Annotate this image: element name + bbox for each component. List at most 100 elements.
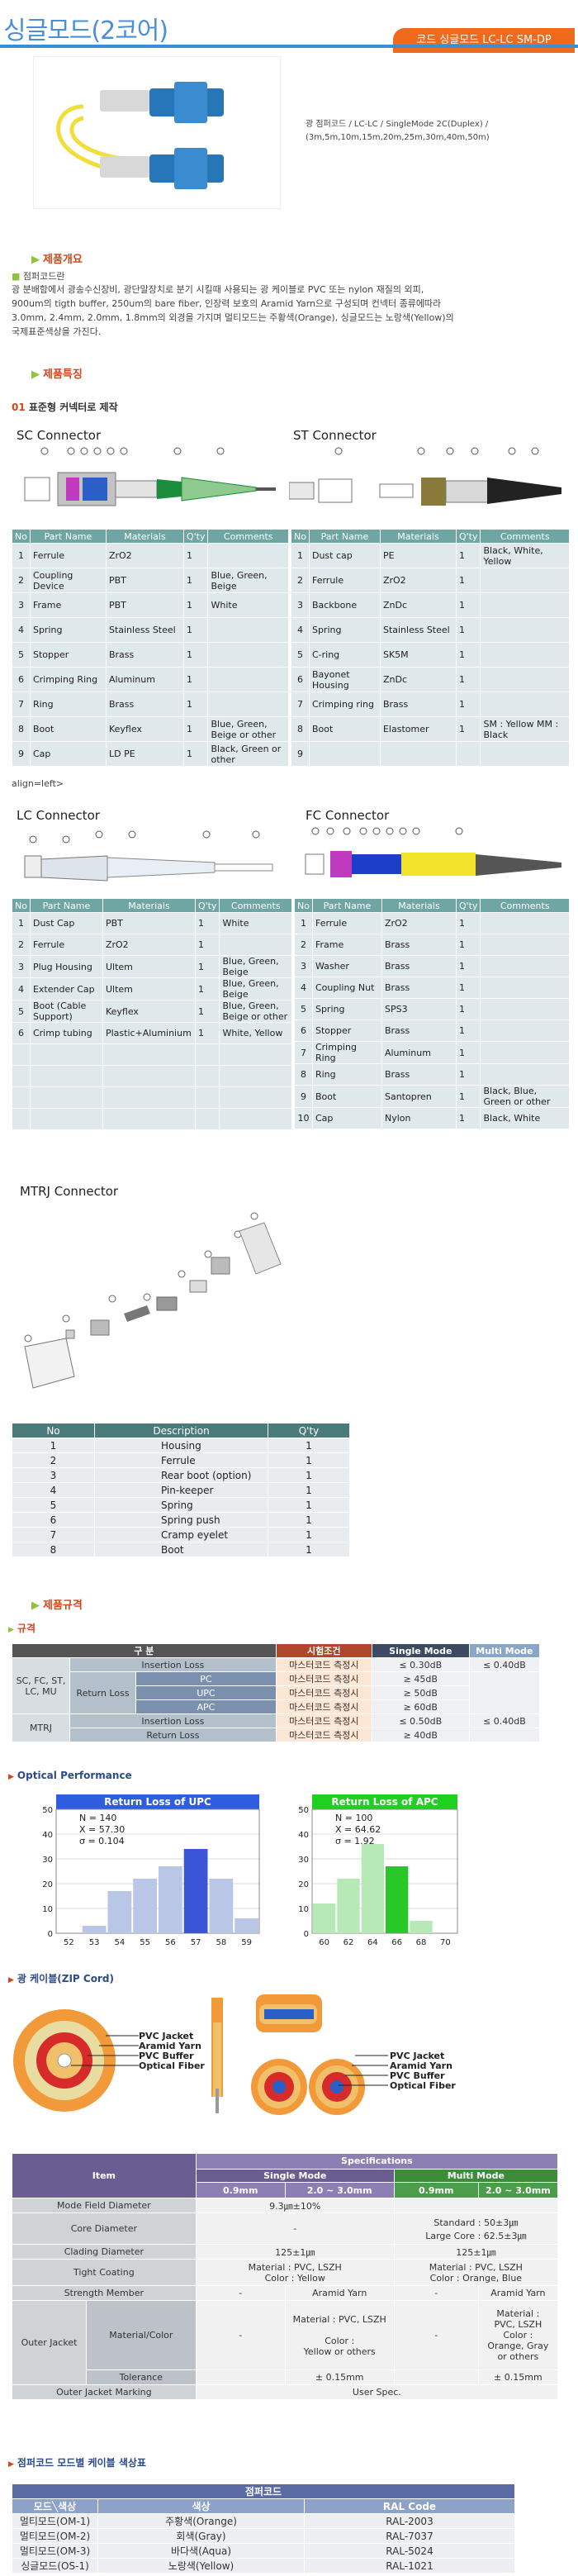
fc-cell: Boot bbox=[311, 1085, 382, 1108]
st-cell: Stainless Steel bbox=[379, 617, 457, 643]
sc-col-no: No bbox=[12, 529, 31, 544]
apc-chart: Return Loss of APC 0 10 20 30 40 50 60 62 64 66 68 7… bbox=[289, 1794, 462, 1948]
color-table-title: 점퍼코드 bbox=[12, 2483, 515, 2499]
mtrj-cell: Ferrule bbox=[94, 1452, 268, 1468]
st-cell bbox=[308, 741, 381, 767]
bullet-icon: ■ bbox=[12, 271, 23, 282]
st-cell: 1 bbox=[291, 543, 310, 568]
st-cell: 1 bbox=[455, 617, 481, 643]
st-cell bbox=[480, 741, 570, 767]
mtrj-cell: Pin-keeper bbox=[94, 1482, 268, 1498]
lc-cell: PBT bbox=[102, 912, 196, 934]
st-cell: 2 bbox=[291, 568, 310, 593]
sc-col-materials: Materials bbox=[105, 529, 184, 544]
spec-size-mm-1: 0.9mm bbox=[393, 2182, 479, 2198]
lc-cell: White bbox=[219, 912, 292, 934]
mtrj-cell: 3 bbox=[12, 1467, 95, 1483]
st-cell bbox=[480, 568, 570, 593]
st-cell: 1 bbox=[455, 716, 481, 742]
lc-cell bbox=[12, 1065, 31, 1087]
st-cell: Boot bbox=[308, 716, 381, 742]
sc-cell: 1 bbox=[182, 716, 209, 742]
fc-cell bbox=[480, 1041, 570, 1064]
rl-sm-value: ≤ 0.50dB bbox=[371, 1713, 470, 1728]
sc-cell: 1 bbox=[182, 543, 209, 568]
rl-mm-value: ≤ 0.40dB bbox=[468, 1713, 541, 1728]
lc-cell: Ultem bbox=[102, 977, 196, 1000]
optical-heading: ▶ Optical Performance bbox=[8, 1770, 132, 1781]
lc-cell: 1 bbox=[12, 912, 31, 934]
sc-cell: 1 bbox=[182, 667, 209, 692]
fc-cell: Santopren bbox=[381, 1085, 457, 1108]
spec-col-sm: Single Mode bbox=[195, 2168, 395, 2184]
st-cell: 4 bbox=[291, 617, 310, 643]
fc-cell: Cap bbox=[311, 1107, 382, 1129]
lc-cell bbox=[194, 1065, 220, 1087]
section-spec-heading: ▶ 제품규격 bbox=[31, 1599, 83, 1612]
spec-outer-label: Outer Jacket bbox=[12, 2300, 87, 2385]
y-tick-label: 20 bbox=[42, 1880, 53, 1889]
fc-row: 8 Ring Brass 1 bbox=[294, 1063, 570, 1086]
lc-row: 3 Plug Housing Ultem 1 Blue, Green, Beige bbox=[12, 955, 292, 978]
fc-cell bbox=[480, 1063, 570, 1086]
mtrj-cell: 1 bbox=[268, 1542, 350, 1557]
spec-tolerance-label: Tolerance bbox=[86, 2369, 197, 2385]
lc-cell: Ferrule bbox=[29, 934, 103, 956]
st-cell: Bayonet Housing bbox=[308, 667, 381, 692]
sc-cell: 1 bbox=[12, 543, 31, 568]
color-cell: 멀티모드(OM-1) bbox=[12, 2513, 98, 2529]
st-col-part: Part Name bbox=[308, 529, 381, 544]
sc-col-qty: Q'ty bbox=[182, 529, 209, 544]
lc-row bbox=[12, 1065, 292, 1087]
color-cell: 멀티모드(OM-3) bbox=[12, 2543, 98, 2559]
spec-col-mm: Multi Mode bbox=[393, 2168, 559, 2184]
fc-cell: Washer bbox=[311, 955, 382, 977]
st-cell bbox=[480, 617, 570, 643]
spec-clad-mm: 125±1㎛ bbox=[393, 2244, 559, 2260]
lc-cell: Keyflex bbox=[102, 1000, 196, 1023]
sc-row: 9 Cap LD PE 1 Black, Green or other bbox=[12, 741, 289, 767]
mtrj-cell: 1 bbox=[268, 1527, 350, 1542]
st-cell: 1 bbox=[455, 543, 481, 568]
lc-cell: Plug Housing bbox=[29, 955, 103, 978]
lc-cell: 6 bbox=[12, 1022, 31, 1044]
y-tick-label: 40 bbox=[42, 1831, 53, 1840]
lc-row bbox=[12, 1043, 292, 1066]
color-cell: RAL-1021 bbox=[304, 2558, 515, 2574]
sc-cell: LD PE bbox=[105, 741, 184, 767]
st-cell bbox=[480, 667, 570, 692]
rl-return: Return Loss bbox=[69, 1671, 136, 1714]
cable-color-table: 점퍼코드 모드╲색상 색상 RAL Code 멀티모드(OM-1) 주황색(Ora… bbox=[12, 2483, 515, 2574]
lc-row bbox=[12, 1108, 292, 1130]
overview-line4: 국제표준색상을 가진다. bbox=[12, 326, 102, 337]
lc-cell: 2 bbox=[12, 934, 31, 956]
lc-cell bbox=[194, 1043, 220, 1066]
lc-row bbox=[12, 1086, 292, 1109]
spec-oj-mm-1: - bbox=[393, 2300, 479, 2370]
sc-cell: PBT bbox=[105, 592, 184, 618]
sub-arrow-icon: ▶ bbox=[8, 1976, 14, 1984]
bar bbox=[337, 1879, 360, 1933]
sc-title: SC Connector bbox=[17, 428, 102, 443]
spec-col-item: Item bbox=[12, 2153, 197, 2198]
fc-cell: ZrO2 bbox=[381, 912, 457, 934]
lc-cell bbox=[12, 1108, 31, 1130]
mtrj-cell: 1 bbox=[268, 1512, 350, 1528]
spec-matcolor-label: Material/Color bbox=[86, 2300, 197, 2370]
color-cell: RAL-7037 bbox=[304, 2528, 515, 2544]
lc-row: 2 Ferrule ZrO2 1 bbox=[12, 934, 292, 956]
x-tick-label: 66 bbox=[391, 1938, 402, 1947]
mtrj-row: 6 Spring push 1 bbox=[12, 1512, 350, 1528]
fc-cell: Aluminum bbox=[381, 1041, 457, 1064]
st-cell bbox=[455, 741, 481, 767]
sub-arrow-icon: ▶ bbox=[8, 1626, 14, 1634]
lc-cell bbox=[219, 934, 292, 956]
sc-cell: Cap bbox=[29, 741, 107, 767]
spec-marking-label: Outer Jacket Marking bbox=[12, 2384, 197, 2400]
mtrj-cell: 1 bbox=[268, 1482, 350, 1498]
sc-parts-table: No Part Name Materials Q'ty Comments 1 Fe… bbox=[12, 529, 289, 767]
lc-cell: Crimp tubing bbox=[29, 1022, 103, 1044]
lc-parts-table: No Part Name Materials Q'ty Comments 1 Du… bbox=[12, 898, 292, 1130]
sc-cell: Frame bbox=[29, 592, 107, 618]
lc-cell: Plastic+Aluminium bbox=[102, 1022, 196, 1044]
